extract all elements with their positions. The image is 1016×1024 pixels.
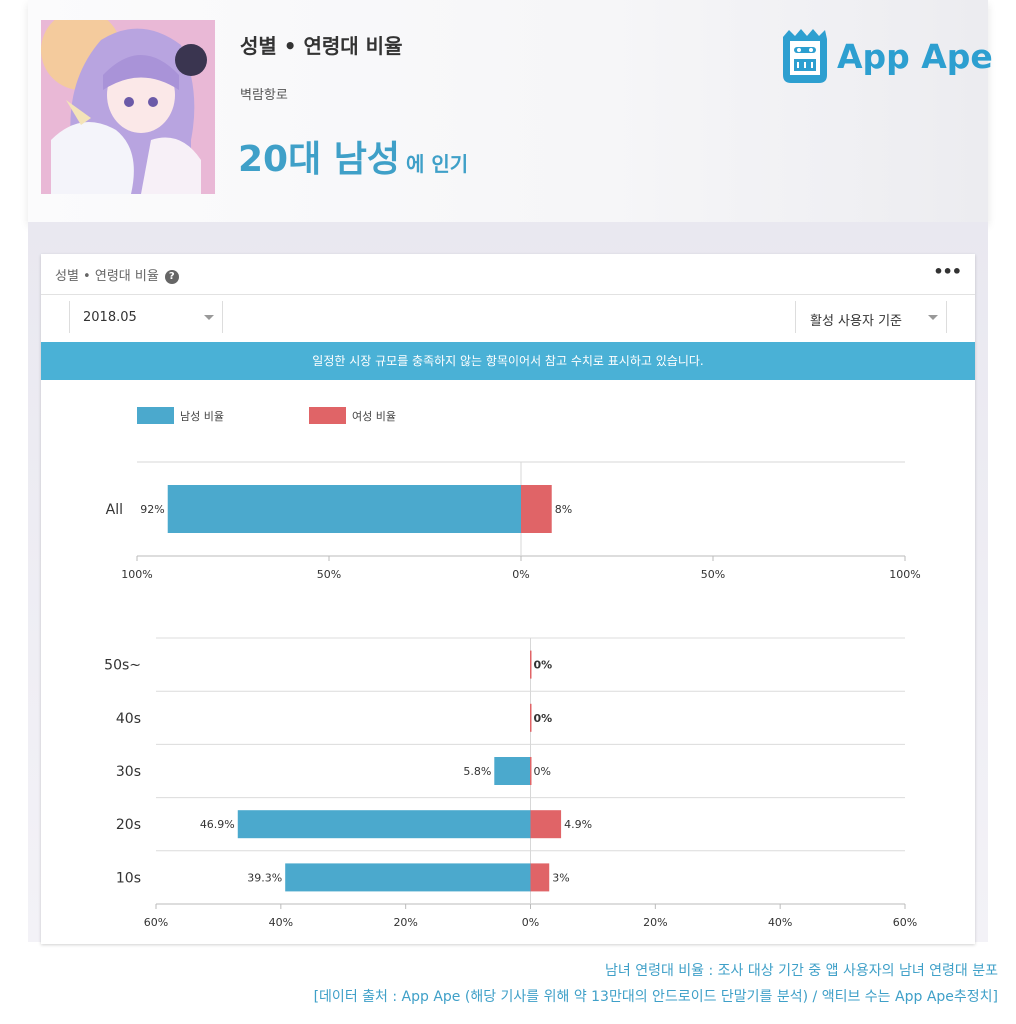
x-tick-label: 100% — [889, 568, 920, 581]
bar-male — [237, 810, 531, 839]
bar-female — [521, 485, 552, 533]
x-tick-label: 0% — [522, 916, 539, 929]
bar-female — [530, 863, 550, 892]
category-label: 40s — [116, 711, 141, 727]
headline-big: 20대 남성 — [238, 139, 400, 180]
legend-label-male: 남성 비율 — [180, 410, 224, 423]
legend-swatch-male — [137, 407, 174, 424]
bar-male — [494, 757, 531, 785]
logo-text: App Ape — [837, 36, 993, 76]
x-tick-label: 40% — [269, 916, 293, 929]
category-label: 50s~ — [104, 658, 141, 674]
data-label-female: 4.9% — [564, 818, 592, 831]
data-label-female: 0% — [534, 659, 553, 672]
panel-header: 성별 • 연령대 비율? ••• — [41, 254, 975, 295]
basis-select[interactable]: 활성 사용자 기준 — [795, 301, 947, 333]
x-tick-label: 20% — [643, 916, 667, 929]
bar-female — [530, 650, 532, 679]
data-label-male: 5.8% — [463, 765, 491, 778]
bar-female — [530, 810, 562, 839]
x-tick-label: 100% — [121, 568, 152, 581]
bar-male — [167, 485, 521, 533]
bar-female — [530, 757, 532, 785]
anime-character-image — [41, 20, 215, 194]
category-label: 10s — [116, 870, 141, 886]
data-label-male: 39.3% — [247, 871, 282, 884]
month-select[interactable]: 2018.05 — [69, 301, 223, 333]
category-label: 30s — [116, 764, 141, 780]
demographics-panel: 성별 • 연령대 비율? ••• 2018.05 활성 사용자 기준 일정한 시… — [41, 254, 975, 944]
more-options-icon[interactable]: ••• — [933, 262, 962, 281]
x-tick-label: 20% — [393, 916, 417, 929]
basis-select-value: 활성 사용자 기준 — [810, 314, 902, 329]
category-label: All — [106, 502, 123, 518]
app-thumbnail — [41, 20, 215, 194]
category-label: 20s — [116, 817, 141, 833]
caption-line1: 남녀 연령대 비율 : 조사 대상 기간 중 앱 사용자의 남녀 연령대 분포 — [605, 963, 998, 979]
data-label-female: 8% — [555, 503, 572, 516]
headline-small: 에 인기 — [406, 152, 469, 176]
x-tick-label: 60% — [144, 916, 168, 929]
legend-swatch-female — [309, 407, 346, 424]
chevron-down-icon — [204, 315, 214, 320]
month-select-value: 2018.05 — [83, 310, 137, 325]
x-tick-label: 0% — [512, 568, 529, 581]
bar-male — [285, 863, 531, 892]
x-tick-label: 60% — [893, 916, 917, 929]
page-title: 성별 • 연령대 비율 — [240, 34, 403, 58]
notice-banner: 일정한 시장 규모를 충족하지 않는 항목이어서 참고 수치로 표시하고 있습니… — [41, 342, 975, 380]
ape-face-icon — [783, 29, 827, 83]
app-name: 벽람항로 — [240, 88, 288, 103]
x-tick-label: 50% — [701, 568, 725, 581]
gender-age-chart: 남성 비율 여성 비율 100% 50% 0% 50% 100% All 92% 8% 60% 40%… — [104, 407, 921, 929]
app-ape-logo: App Ape — [779, 27, 993, 85]
x-tick-label: 40% — [768, 916, 792, 929]
caption-line2: [데이터 출처 : App Ape (해당 기사를 위해 약 13만대의 안드로… — [313, 989, 998, 1005]
help-icon[interactable]: ? — [164, 270, 179, 284]
panel-title: 성별 • 연령대 비율? — [55, 265, 179, 284]
data-label-female: 0% — [534, 712, 553, 725]
chevron-down-icon — [928, 315, 938, 320]
data-label-male: 46.9% — [200, 818, 235, 831]
data-label-female: 0% — [534, 765, 551, 778]
panel-title-text: 성별 • 연령대 비율 — [55, 269, 159, 284]
data-label-female: 3% — [552, 871, 569, 884]
legend-label-female: 여성 비율 — [352, 410, 396, 423]
filter-bar: 2018.05 활성 사용자 기준 — [41, 295, 975, 342]
data-label-male: 92% — [140, 503, 164, 516]
bar-female — [530, 703, 532, 732]
x-tick-label: 50% — [317, 568, 341, 581]
headline: 20대 남성 에 인기 — [238, 130, 468, 182]
